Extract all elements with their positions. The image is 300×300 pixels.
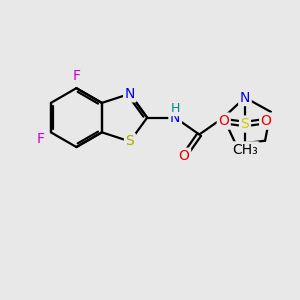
Text: S: S (125, 134, 134, 148)
Text: F: F (36, 131, 44, 146)
Text: N: N (170, 111, 180, 124)
Text: O: O (218, 114, 229, 128)
Text: O: O (179, 149, 190, 163)
Text: N: N (125, 87, 135, 101)
Text: S: S (241, 117, 249, 131)
Text: O: O (261, 114, 272, 128)
Text: H: H (170, 102, 180, 115)
Text: CH₃: CH₃ (232, 143, 258, 157)
Text: F: F (72, 69, 80, 83)
Text: N: N (240, 91, 250, 104)
